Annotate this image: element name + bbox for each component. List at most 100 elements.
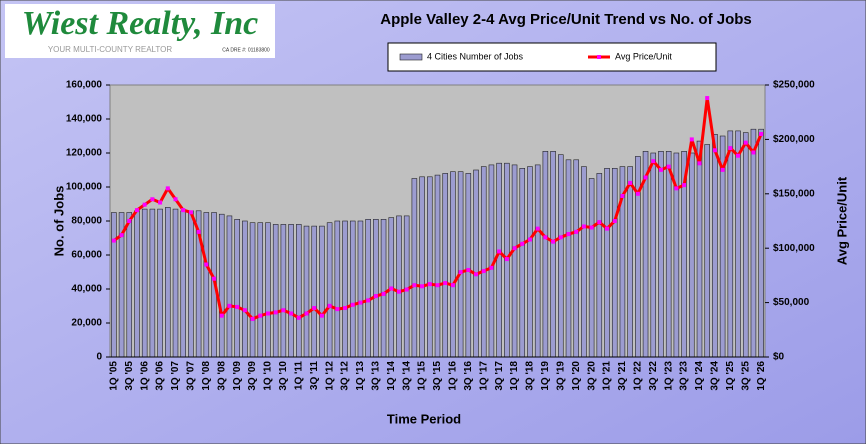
y-tick-label: 40,000 bbox=[71, 284, 102, 295]
bar bbox=[750, 128, 757, 358]
line-marker bbox=[396, 289, 401, 294]
line-marker bbox=[142, 202, 147, 207]
line-marker bbox=[736, 153, 741, 158]
line-marker bbox=[127, 219, 132, 223]
line-marker bbox=[651, 159, 656, 164]
line-marker bbox=[227, 303, 232, 308]
y2-tick-label: $250,000 bbox=[773, 80, 815, 91]
bar bbox=[349, 220, 356, 358]
bar bbox=[396, 215, 402, 358]
line-marker bbox=[235, 304, 240, 309]
x-tick-label: 1Q '13 bbox=[355, 361, 366, 391]
line-marker bbox=[612, 219, 617, 223]
line-marker bbox=[119, 233, 124, 238]
x-axis-title: Time Period bbox=[387, 411, 461, 426]
bar bbox=[550, 151, 556, 358]
x-tick-label: 1Q '26 bbox=[756, 361, 767, 391]
x-tick-label: 3Q '12 bbox=[340, 361, 351, 391]
line-marker bbox=[481, 269, 486, 274]
x-tick-label: 1Q '23 bbox=[663, 361, 674, 391]
line-marker bbox=[620, 193, 625, 198]
bar bbox=[365, 219, 371, 358]
line-marker bbox=[381, 291, 386, 296]
line-marker bbox=[443, 281, 448, 286]
bar bbox=[511, 164, 518, 358]
x-tick-label: 1Q '05 bbox=[108, 361, 119, 391]
line-marker bbox=[605, 226, 610, 231]
bar bbox=[534, 164, 541, 358]
x-tick-label: 1Q '07 bbox=[170, 361, 181, 391]
line-marker bbox=[219, 313, 224, 318]
bar bbox=[165, 207, 171, 358]
bar bbox=[218, 213, 225, 358]
bar bbox=[342, 220, 348, 358]
x-tick-label: 3Q '08 bbox=[216, 361, 227, 391]
y-tick-label: 100,000 bbox=[66, 182, 103, 193]
x-tick-label: 3Q '21 bbox=[617, 361, 628, 391]
line-marker bbox=[450, 283, 455, 288]
bar bbox=[742, 132, 749, 358]
bar bbox=[758, 128, 764, 358]
y2-tick-label: $50,000 bbox=[773, 297, 810, 308]
x-tick-label: 1Q '11 bbox=[293, 361, 304, 391]
bar bbox=[296, 224, 302, 358]
line-marker bbox=[474, 272, 479, 277]
bar bbox=[527, 166, 533, 358]
x-tick-label: 3Q '06 bbox=[155, 361, 166, 391]
line-marker bbox=[728, 146, 733, 151]
line-marker bbox=[628, 180, 633, 185]
line-marker bbox=[666, 164, 671, 169]
line-marker bbox=[304, 311, 309, 316]
line-marker bbox=[512, 246, 517, 251]
x-tick-label: 1Q '09 bbox=[232, 361, 243, 391]
line-marker bbox=[420, 284, 425, 289]
bar bbox=[650, 152, 657, 358]
line-marker bbox=[296, 315, 301, 320]
bar bbox=[311, 225, 317, 358]
bar bbox=[596, 173, 603, 358]
chart-title: Apple Valley 2-4 Avg Price/Unit Trend vs… bbox=[380, 11, 752, 28]
y2-tick-label: $0 bbox=[773, 352, 785, 363]
line-marker bbox=[497, 249, 502, 254]
line-marker bbox=[134, 208, 139, 213]
bar bbox=[496, 162, 502, 358]
legend-label: 4 Cities Number of Jobs bbox=[427, 51, 524, 61]
bar bbox=[149, 208, 156, 358]
line-marker bbox=[658, 167, 663, 172]
line-marker bbox=[520, 241, 525, 246]
y2-tick-label: $150,000 bbox=[773, 188, 815, 199]
bar bbox=[226, 215, 233, 358]
x-tick-label: 1Q '17 bbox=[478, 361, 489, 391]
y-axis-title: No. of Jobs bbox=[51, 186, 66, 257]
bar bbox=[334, 220, 341, 358]
line-marker bbox=[404, 287, 409, 292]
x-tick-label: 3Q '18 bbox=[525, 361, 536, 391]
line-marker bbox=[574, 229, 579, 234]
line-marker bbox=[319, 313, 324, 318]
line-marker bbox=[535, 226, 540, 231]
x-tick-label: 1Q '22 bbox=[632, 361, 643, 391]
line-marker bbox=[543, 235, 548, 240]
y-tick-label: 80,000 bbox=[71, 216, 102, 227]
line-marker bbox=[327, 303, 332, 308]
bar bbox=[188, 210, 194, 358]
x-tick-label: 1Q '16 bbox=[448, 361, 459, 391]
x-tick-label: 3Q '13 bbox=[370, 361, 381, 391]
bar bbox=[450, 171, 456, 358]
y-tick-label: 120,000 bbox=[66, 148, 103, 159]
bar bbox=[141, 208, 148, 358]
line-marker bbox=[265, 311, 270, 316]
bar bbox=[712, 134, 718, 358]
bar bbox=[180, 210, 186, 358]
bar bbox=[303, 225, 310, 358]
bar bbox=[134, 210, 140, 358]
x-tick-label: 3Q '23 bbox=[679, 361, 690, 391]
line-marker bbox=[466, 267, 471, 272]
bar bbox=[704, 144, 710, 358]
logo-name: Wiest Realty, Inc bbox=[22, 5, 258, 42]
bar bbox=[157, 208, 163, 358]
legend-marker bbox=[597, 55, 601, 59]
bar bbox=[242, 220, 248, 358]
bar bbox=[457, 171, 464, 358]
